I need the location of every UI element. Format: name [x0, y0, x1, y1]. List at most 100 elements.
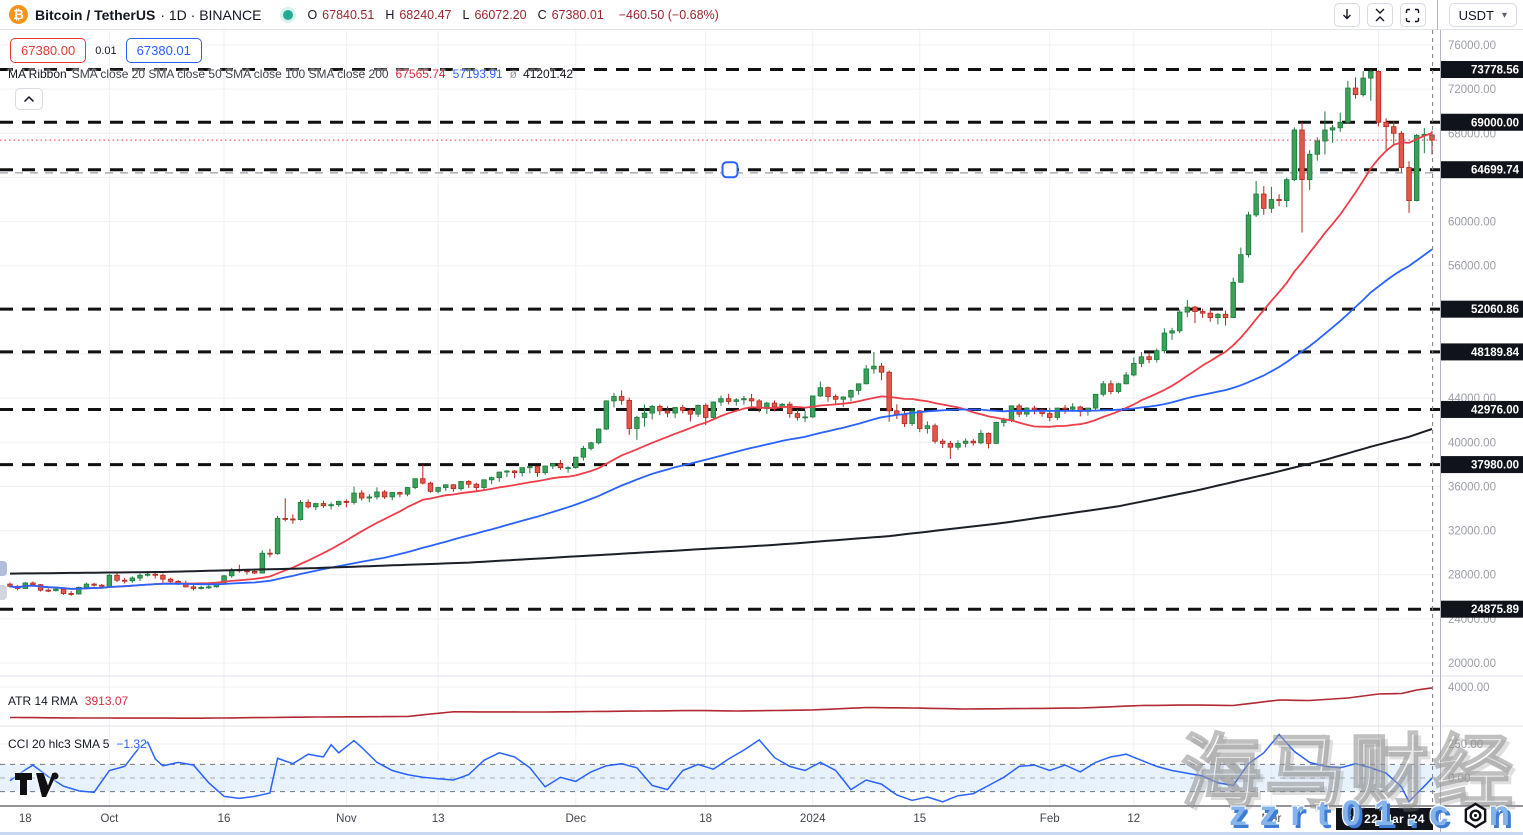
- cci-pane: [9, 733, 1433, 804]
- fullscreen-icon: [1405, 8, 1420, 22]
- price-grid-label: 56000.00: [1448, 261, 1496, 273]
- open-value: 67840.51: [322, 7, 375, 22]
- price-grid-label: 40000.00: [1448, 437, 1496, 449]
- close-value: 67380.01: [551, 7, 604, 22]
- spread-value: 0.01: [95, 44, 117, 57]
- atr-line: [10, 687, 1433, 719]
- ma-ribbon-legend[interactable]: MA Ribbon SMA close 20 SMA close 50 SMA c…: [8, 67, 573, 81]
- price-level-badge: [1441, 113, 1523, 131]
- change-value: −460.50 (−0.68%): [618, 7, 719, 22]
- price-level-badge-text: 52060.86: [1471, 304, 1519, 316]
- price-axis[interactable]: 76000.00 72000.00 68000.00 60000.00 56000.00…: [1441, 40, 1523, 785]
- tradingview-logo[interactable]: [13, 770, 59, 800]
- price-grid-label: 60000.00: [1448, 217, 1496, 229]
- candles-layer: [7, 69, 1435, 596]
- currency-label: USDT: [1458, 7, 1494, 23]
- time-axis-label: Nov: [336, 813, 357, 825]
- price-level-badge: [1441, 300, 1523, 318]
- cci-legend[interactable]: CCI 20 hlc3 SMA 5 −1.32: [8, 737, 147, 751]
- buy-button[interactable]: 67380.01: [125, 38, 202, 63]
- line-drag-handle[interactable]: [721, 161, 739, 179]
- sma200-value: 41201.42: [523, 67, 574, 81]
- symbol-title[interactable]: Bitcoin / TetherUS: [35, 6, 156, 23]
- open-label: O: [307, 7, 318, 22]
- time-axis-label: 16: [218, 813, 231, 825]
- low-value: 66072.20: [474, 7, 527, 22]
- fullscreen-button[interactable]: [1399, 3, 1426, 27]
- price-level-badge: [1441, 600, 1523, 618]
- cci-value: −1.32: [116, 737, 147, 751]
- atr-legend[interactable]: ATR 14 RMA 3913.07: [8, 694, 128, 708]
- ohlc-readout: O 67840.51 H 68240.47 L 66072.20 C 67380.01 …: [307, 8, 718, 22]
- sma50-value: 57193.91: [452, 67, 503, 81]
- sma20-value: 67565.74: [395, 67, 446, 81]
- price-grid-label: 76000.00: [1448, 40, 1496, 52]
- ma-ribbon-params: SMA close 20 SMA close 50 SMA close 100 …: [71, 67, 389, 81]
- atr-value: 3913.07: [84, 694, 129, 708]
- chevron-up-icon: [23, 95, 35, 103]
- ma-ribbon-title: MA Ribbon: [8, 67, 67, 81]
- market-status-icon[interactable]: [283, 9, 294, 20]
- sma50-line: [9, 248, 1433, 590]
- collapse-panes-button[interactable]: [1366, 3, 1393, 27]
- sma20-line: [9, 132, 1433, 590]
- price-level-badge-text: 73778.56: [1471, 65, 1519, 77]
- price-level-badge: [1441, 61, 1523, 79]
- price-level-badge: [1441, 400, 1523, 418]
- grid-layer: [0, 30, 1440, 806]
- price-grid-label: 32000.00: [1448, 526, 1496, 538]
- collapse-panes-icon: [1375, 8, 1385, 22]
- price-level-badge-text: 69000.00: [1471, 117, 1519, 129]
- chart-toolbar: ₿ Bitcoin / TetherUS · 1D · BINANCE O 678…: [0, 0, 1523, 30]
- sell-button[interactable]: 67380.00: [10, 38, 87, 63]
- buy-price: 67380.01: [136, 43, 191, 58]
- trade-panel: 67380.00 0.01 67380.01: [10, 38, 202, 63]
- price-level-badge-text: 64699.74: [1471, 165, 1520, 177]
- time-axis-label: Dec: [566, 813, 587, 825]
- time-axis-label: 2024: [800, 813, 826, 825]
- legend-collapse-button[interactable]: [15, 88, 43, 110]
- sma200-line: [9, 428, 1433, 575]
- time-axis-label: 18: [19, 813, 32, 825]
- price-level-badge: [1441, 161, 1523, 179]
- ma-ribbon-layer: [9, 132, 1433, 590]
- cci-band: [0, 763, 1440, 793]
- toolbar-right: USDT ▾: [1333, 0, 1523, 30]
- price-grid-label: 68000.00: [1448, 128, 1496, 140]
- download-button[interactable]: [1333, 3, 1360, 27]
- sell-price: 67380.00: [21, 43, 76, 58]
- price-level-badge-text: 24875.89: [1471, 604, 1519, 616]
- bitcoin-logo-icon: ₿: [9, 5, 28, 24]
- left-edge-handle[interactable]: [0, 585, 7, 600]
- time-axis-label: 13: [432, 813, 445, 825]
- bottom-strip: [0, 832, 1523, 835]
- toolbar-separator: [1436, 0, 1438, 30]
- cci-title: CCI 20 hlc3 SMA 5: [8, 737, 110, 751]
- time-axis-label: Oct: [100, 813, 119, 825]
- currency-dropdown[interactable]: USDT ▾: [1448, 3, 1517, 27]
- price-level-badge-text: 48189.84: [1471, 347, 1520, 359]
- price-grid-label: 28000.00: [1448, 570, 1496, 582]
- close-label: C: [537, 7, 547, 22]
- time-axis-label: Feb: [1040, 813, 1060, 825]
- sma100-value: ø: [509, 67, 518, 81]
- download-icon: [1342, 9, 1351, 20]
- price-grid-label: 4000.00: [1448, 682, 1490, 694]
- left-edge-handle[interactable]: [0, 561, 7, 576]
- symbol-meta[interactable]: · 1D · BINANCE: [160, 6, 262, 23]
- atr-title: ATR 14 RMA: [8, 694, 78, 708]
- high-value: 68240.47: [399, 7, 452, 22]
- current-date-badge: Fri 22 Mar '24: [1336, 808, 1433, 830]
- time-axis-label: 12: [1127, 813, 1140, 825]
- time-axis[interactable]: 18 Oct 16 Nov 13 Dec 18 2024 15 Feb 12 Mar: [19, 813, 1282, 825]
- price-grid-label: 36000.00: [1448, 481, 1496, 493]
- atr-pane: [10, 687, 1433, 719]
- cci-line: [9, 733, 1433, 804]
- chevron-down-icon: ▾: [1501, 9, 1507, 21]
- time-axis-label: Mar: [1262, 813, 1282, 825]
- price-grid-label: 250.00: [1448, 739, 1483, 751]
- low-label: L: [462, 7, 470, 22]
